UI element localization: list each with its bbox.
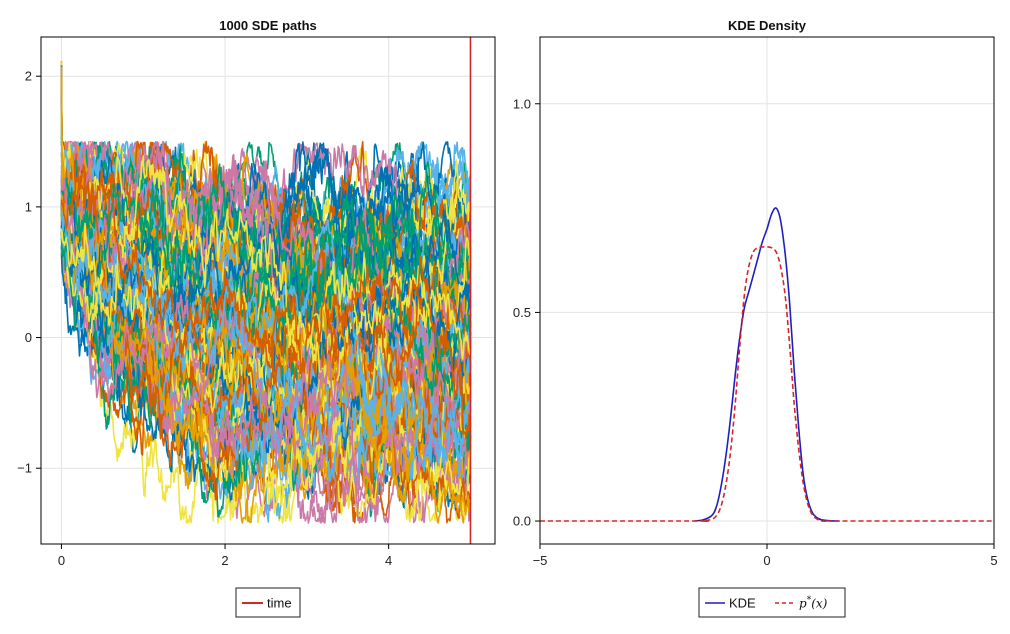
x-tick-label: 0 <box>58 553 65 568</box>
chart-title: KDE Density <box>728 18 807 33</box>
axis-ticks: 0 2 4 −1 0 1 2 <box>17 69 392 568</box>
pstar-sup: * <box>807 596 812 606</box>
x-tick-label: −5 <box>533 553 548 568</box>
pstar-line <box>539 246 994 522</box>
sde-path <box>60 163 472 359</box>
y-tick-label: −1 <box>17 461 32 476</box>
y-tick-label: 0 <box>25 330 32 345</box>
legend-label-pstar: p*(x) <box>799 596 828 611</box>
legend-label-kde: KDE <box>729 596 756 611</box>
legend: KDE p*(x) <box>698 587 846 618</box>
plot-frame <box>40 36 496 545</box>
legend-label-time: time <box>267 596 292 611</box>
legend: time <box>235 587 301 618</box>
grid <box>539 37 995 544</box>
pstar-arg: (x) <box>811 597 827 611</box>
y-tick-label: 1 <box>25 199 32 214</box>
sde-path <box>60 164 472 440</box>
axis-ticks: −5 0 5 0.0 0.5 1.0 <box>513 96 998 568</box>
y-tick-label: 0.0 <box>513 514 531 529</box>
pstar-base: p <box>799 597 807 611</box>
x-tick-label: 0 <box>763 553 770 568</box>
y-tick-label: 0.5 <box>513 305 531 320</box>
chart-title: 1000 SDE paths <box>219 18 317 33</box>
y-tick-label: 2 <box>25 69 32 84</box>
sde-paths <box>60 60 472 524</box>
sde-path <box>60 207 472 454</box>
sde-path <box>60 177 472 524</box>
x-tick-label: 5 <box>990 553 997 568</box>
kde-density-panel: KDE Density −5 0 5 0.0 0.5 1.0 KDE p*(x) <box>513 18 998 618</box>
legend-box <box>235 587 301 618</box>
sde-path <box>60 155 472 360</box>
density-series <box>539 207 994 522</box>
y-tick-label: 1.0 <box>513 96 531 111</box>
kde-line <box>694 207 840 522</box>
sde-path <box>60 209 472 480</box>
sde-paths-panel: 1000 SDE paths 0 2 4 −1 0 1 2 time <box>17 18 496 618</box>
x-tick-label: 4 <box>385 553 392 568</box>
x-tick-label: 2 <box>221 553 228 568</box>
